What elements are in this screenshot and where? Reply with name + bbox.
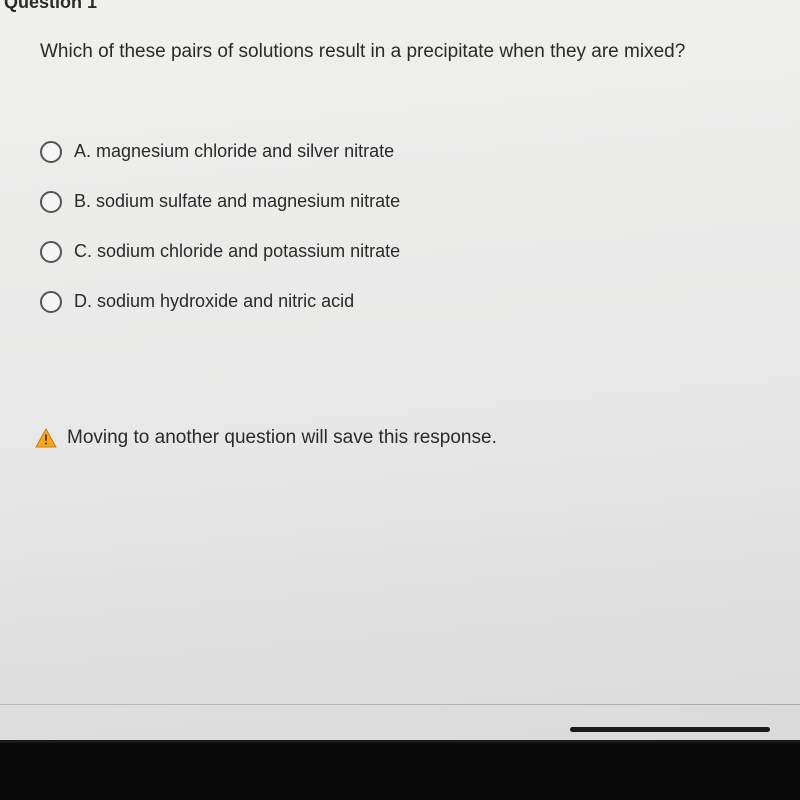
progress-indicator <box>570 727 770 732</box>
radio-icon[interactable] <box>40 141 62 163</box>
option-label: A. magnesium chloride and silver nitrate <box>74 141 394 162</box>
question-prompt: Which of these pairs of solutions result… <box>0 0 800 107</box>
quiz-screen: Question 1 Which of these pairs of solut… <box>0 0 800 800</box>
warning-triangle-icon <box>35 428 57 448</box>
option-d[interactable]: D. sodium hydroxide and nitric acid <box>40 277 780 327</box>
option-letter: C. <box>74 241 92 261</box>
option-c[interactable]: C. sodium chloride and potassium nitrate <box>40 227 780 277</box>
option-text: magnesium chloride and silver nitrate <box>96 141 394 161</box>
monitor-bezel <box>0 740 800 800</box>
option-text: sodium hydroxide and nitric acid <box>97 291 354 311</box>
option-text: sodium sulfate and magnesium nitrate <box>96 191 400 211</box>
radio-icon[interactable] <box>40 191 62 213</box>
option-letter: B. <box>74 191 91 211</box>
save-warning: Moving to another question will save thi… <box>0 327 800 449</box>
option-b[interactable]: B. sodium sulfate and magnesium nitrate <box>40 177 780 227</box>
option-label: B. sodium sulfate and magnesium nitrate <box>74 191 400 212</box>
option-a[interactable]: A. magnesium chloride and silver nitrate <box>40 127 780 177</box>
answer-options: A. magnesium chloride and silver nitrate… <box>0 107 800 327</box>
option-letter: D. <box>74 291 92 311</box>
warning-text: Moving to another question will save thi… <box>67 427 497 449</box>
option-label: D. sodium hydroxide and nitric acid <box>74 291 354 312</box>
question-number-header: Question 1 <box>4 0 97 21</box>
separator-line <box>0 704 800 705</box>
option-letter: A. <box>74 141 91 161</box>
option-text: sodium chloride and potassium nitrate <box>97 241 400 261</box>
radio-icon[interactable] <box>40 241 62 263</box>
option-label: C. sodium chloride and potassium nitrate <box>74 241 400 262</box>
radio-icon[interactable] <box>40 291 62 313</box>
